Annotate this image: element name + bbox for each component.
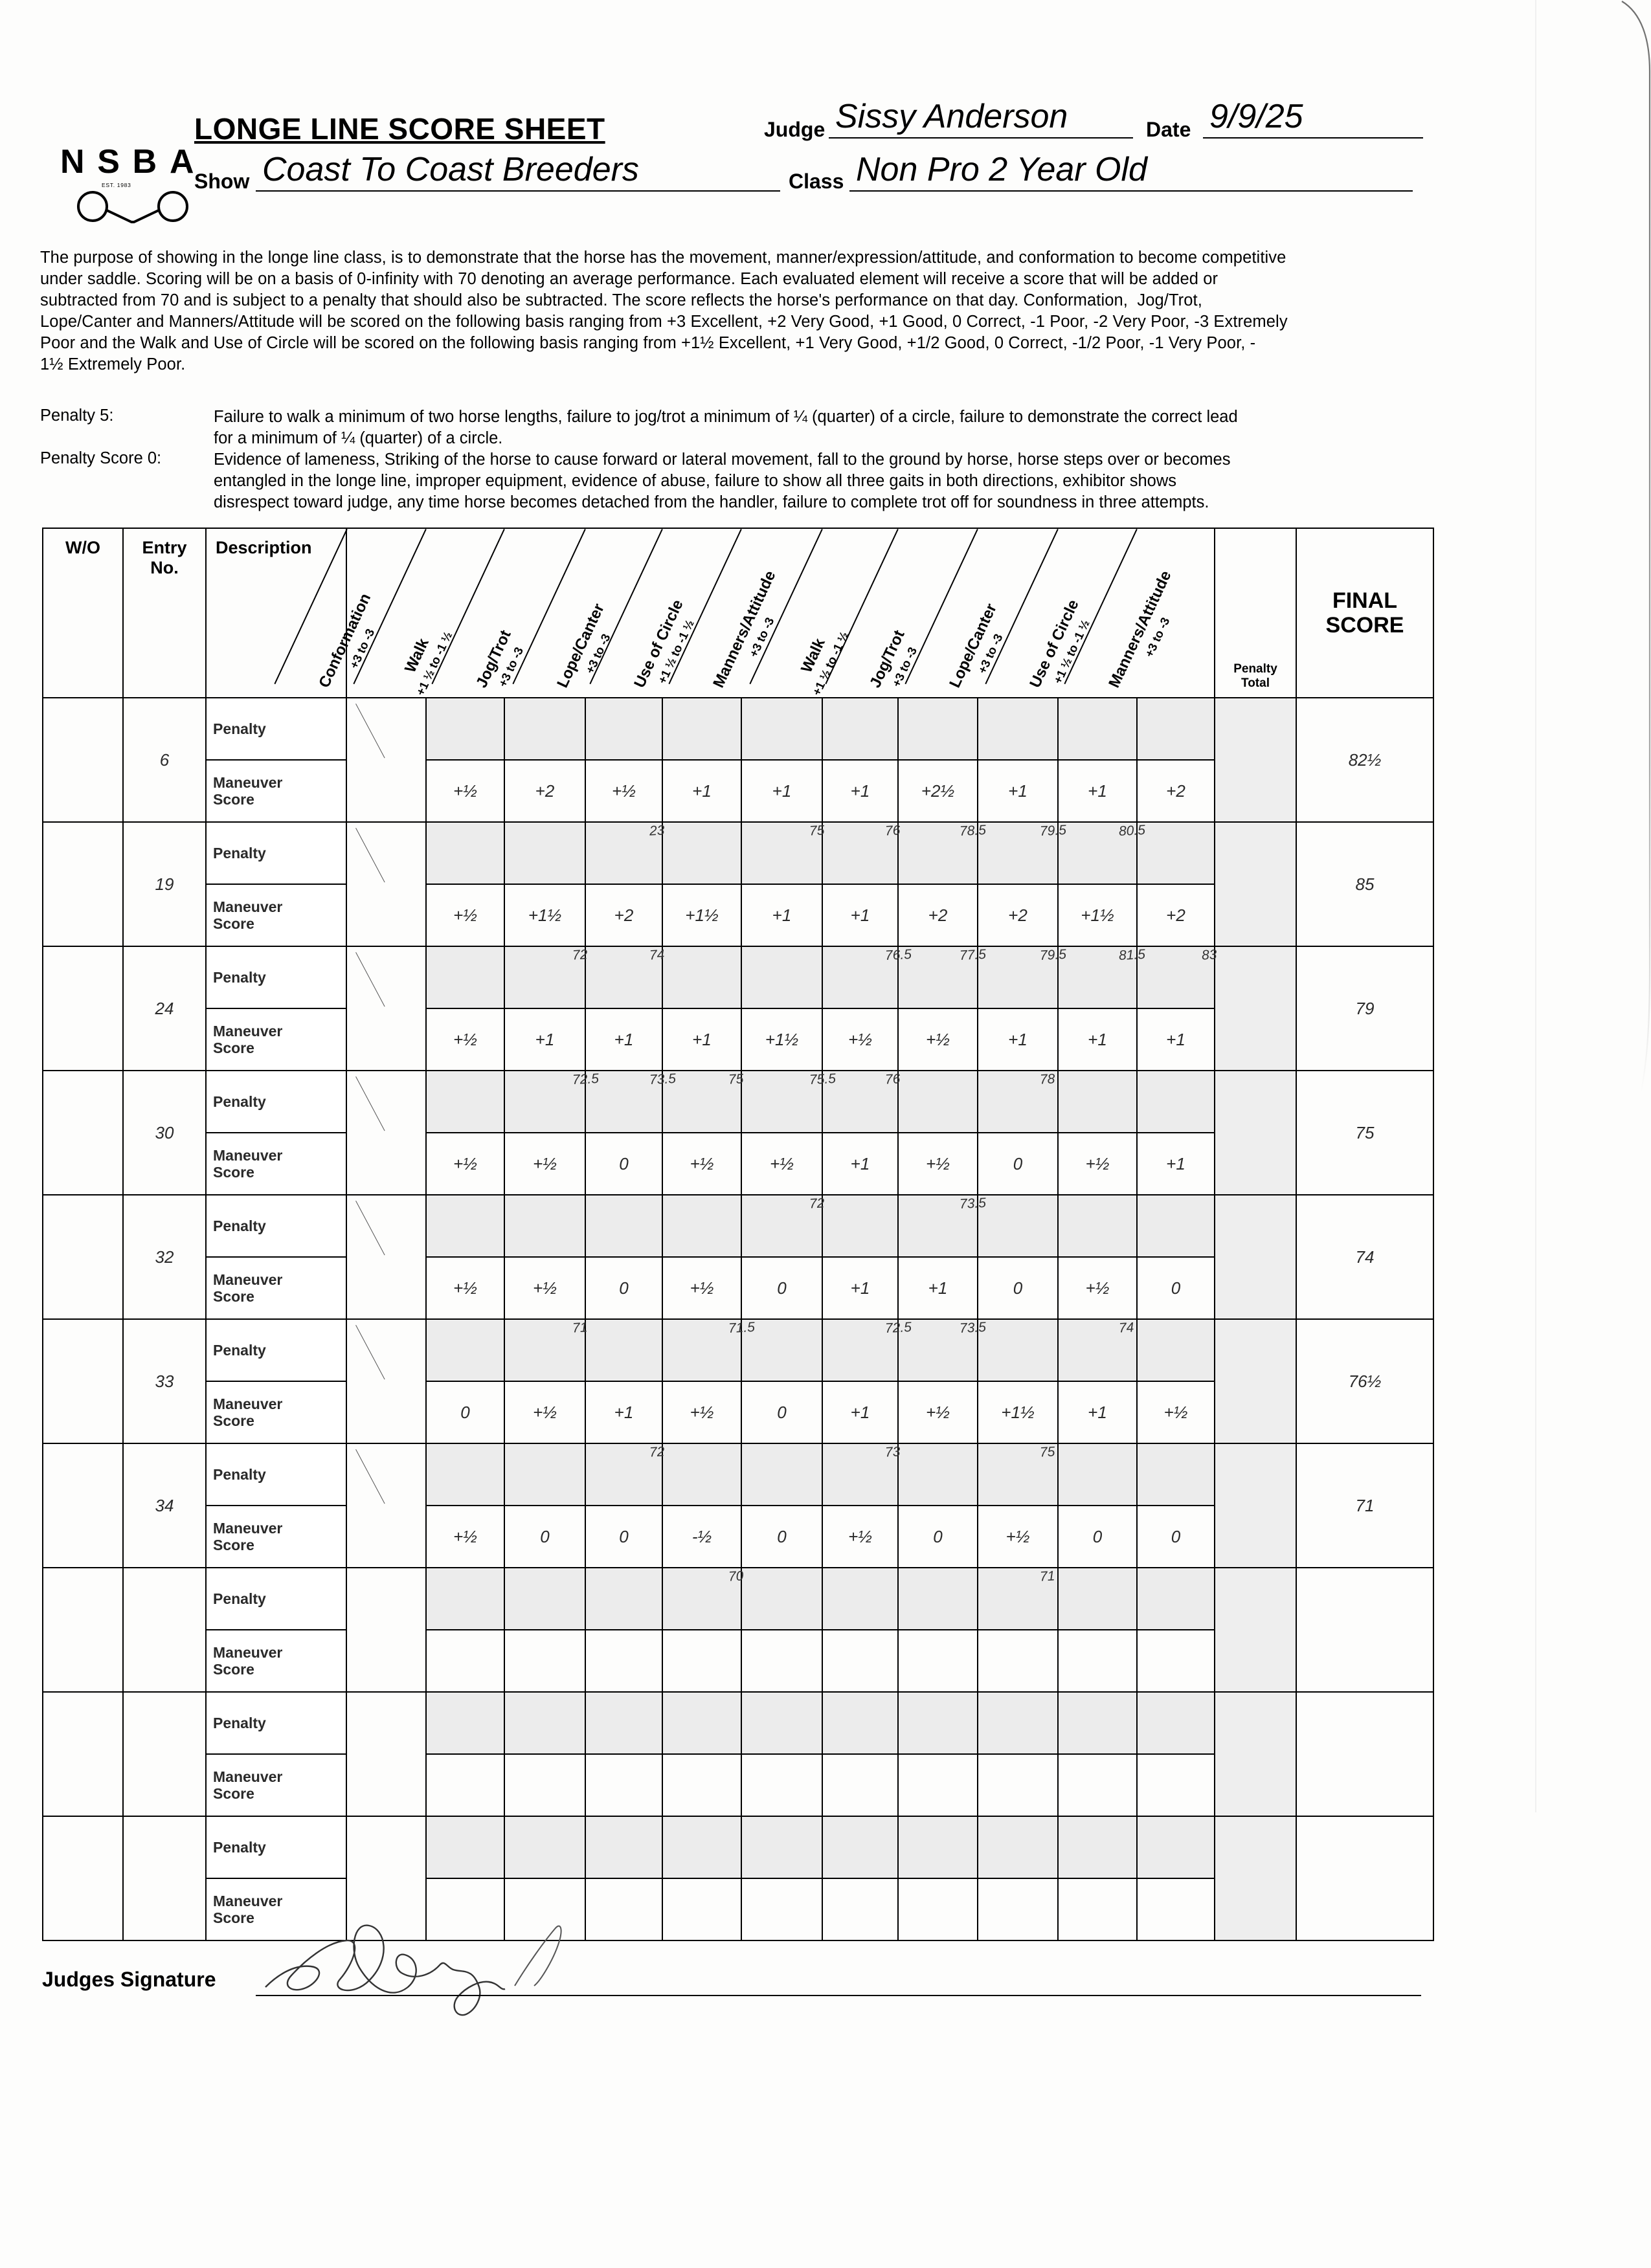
- svg-text:EST. 1983: EST. 1983: [102, 182, 131, 188]
- svg-text:NSBA: NSBA: [62, 143, 194, 181]
